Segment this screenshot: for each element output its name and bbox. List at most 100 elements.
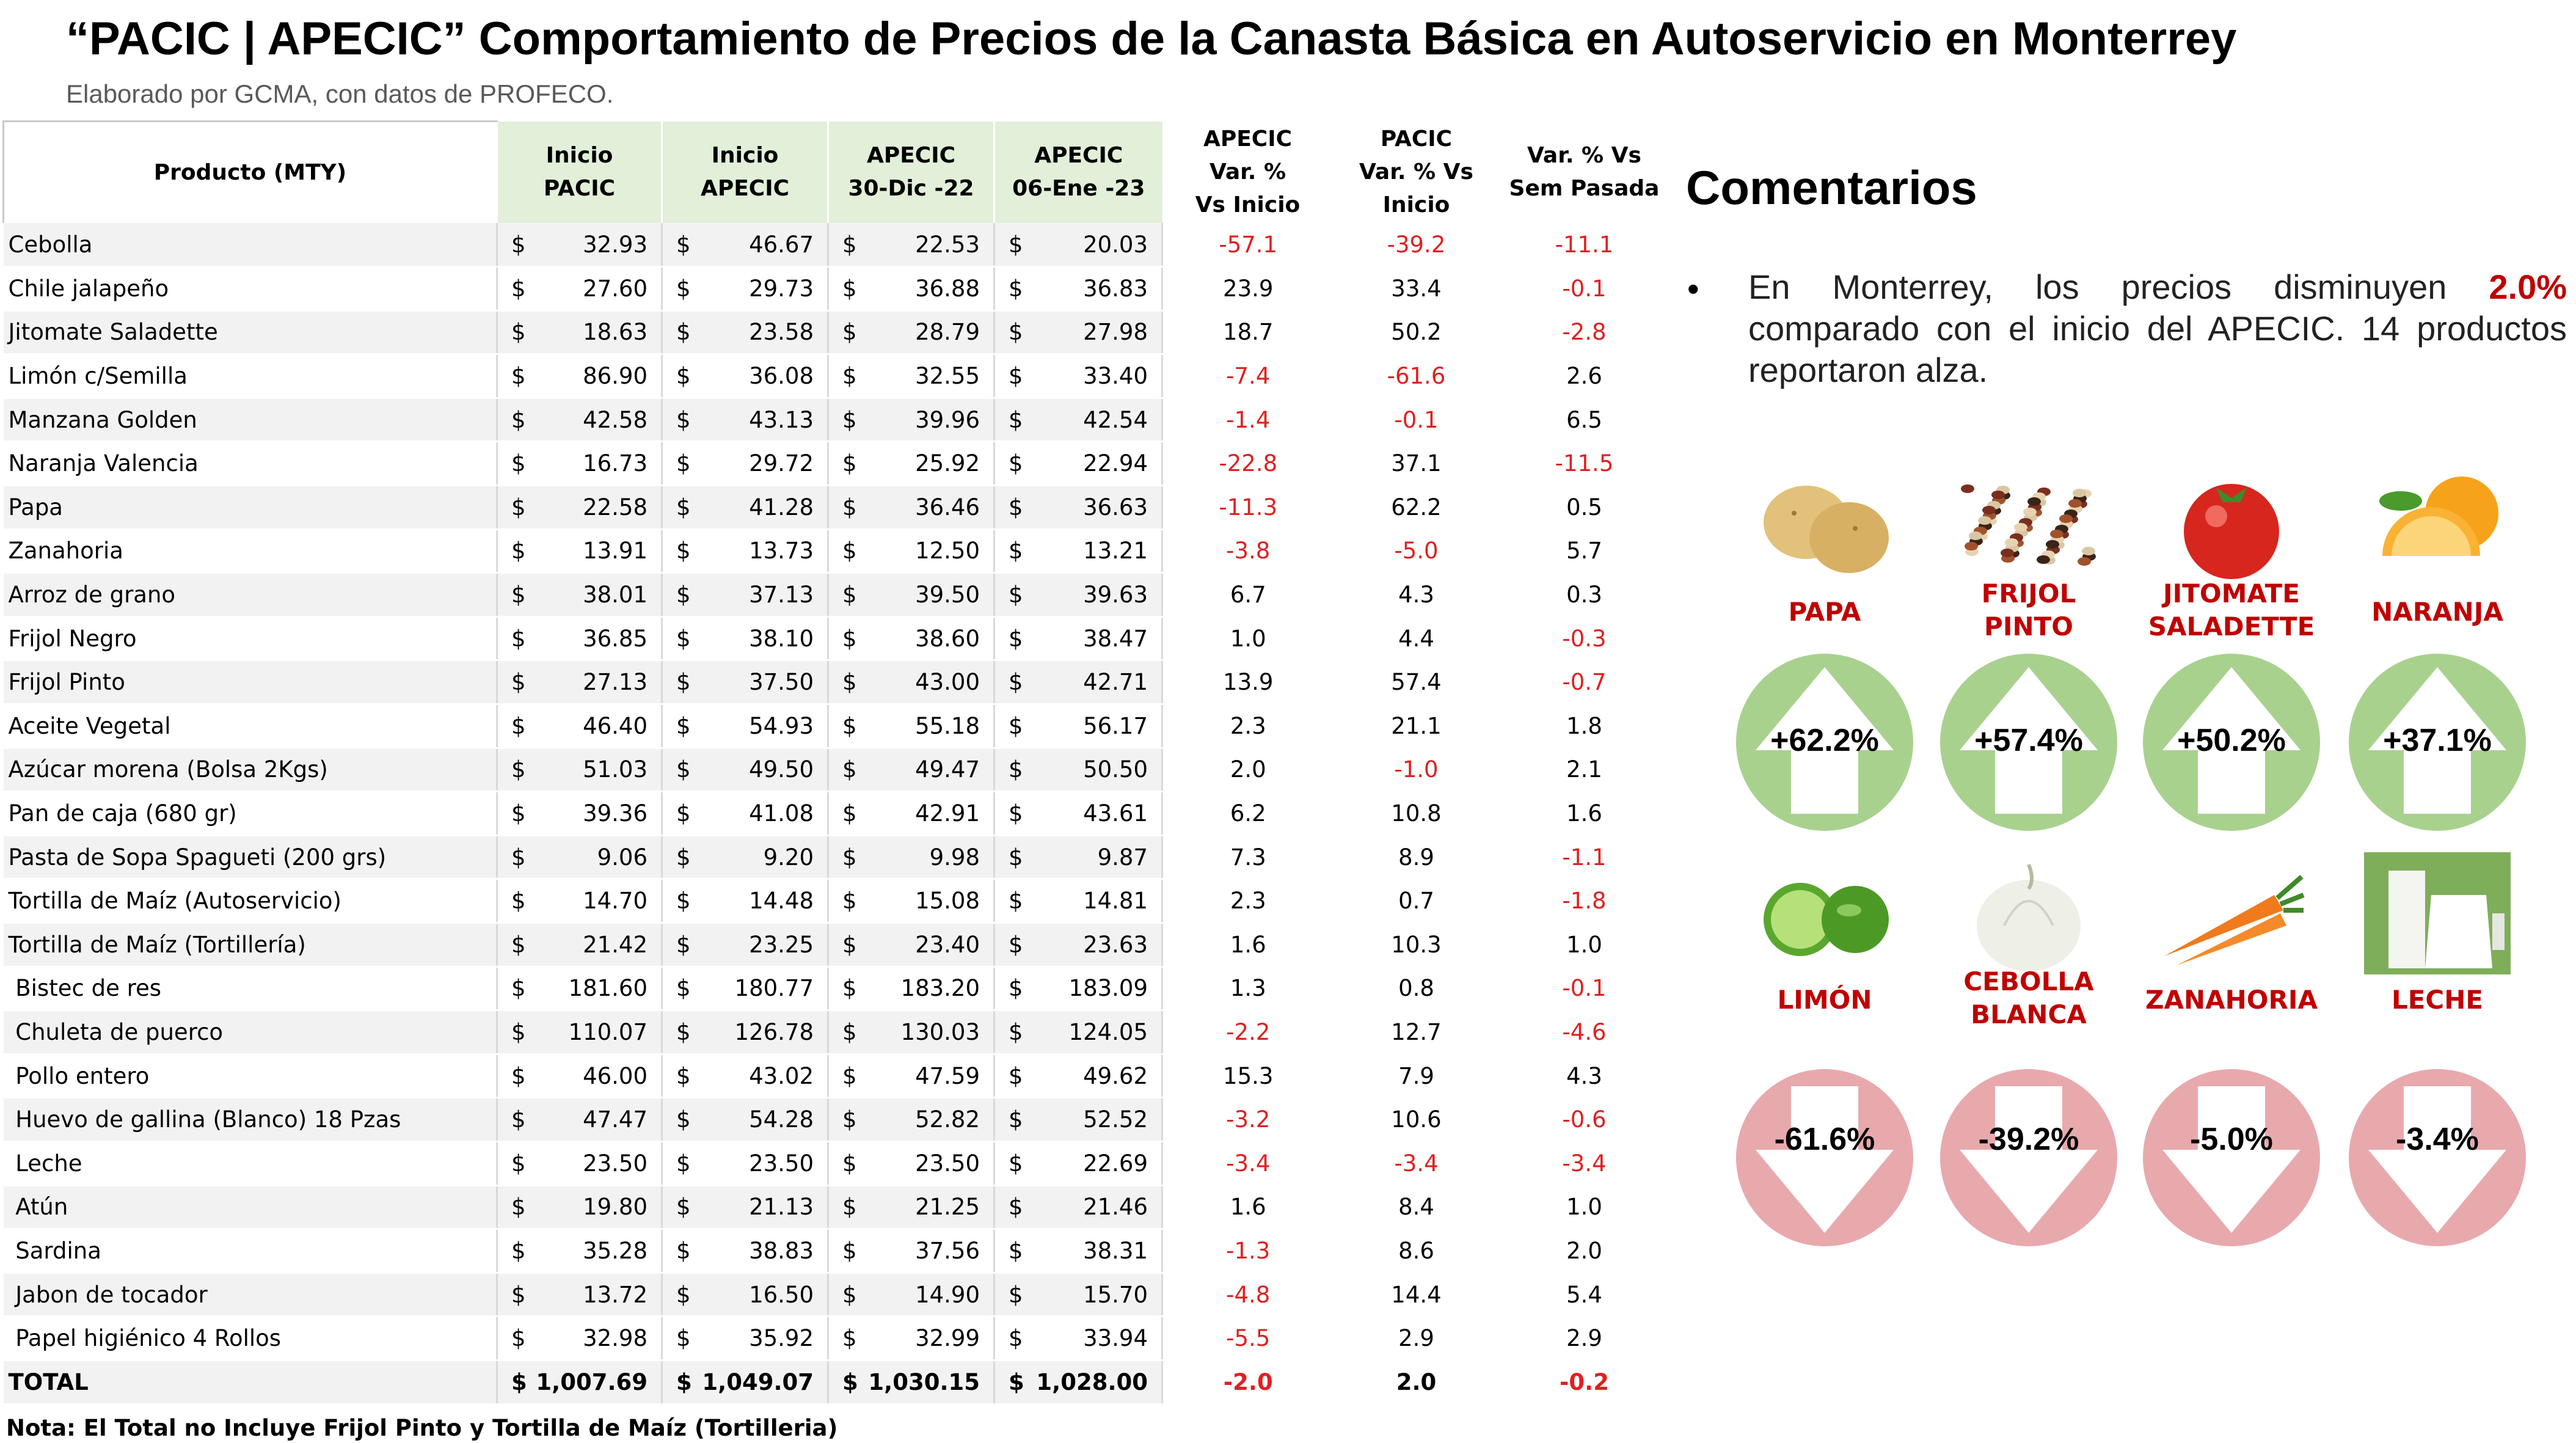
variation-var-pacic: 7.9 [1333,1054,1500,1099]
variation-var-apecic: -3.2 [1162,1097,1334,1142]
price-value: 22.94 [1083,450,1148,477]
decrease-card: LECHE -3.4% [2330,852,2544,1246]
currency-symbol: $ [842,1062,857,1089]
table-row: Atún $19.80 $21.13 $21.25 $21.46 1.6 8.4 1.0 [3,1185,1669,1230]
price-apecic-dic: $32.55 [828,354,995,399]
price-inicio-pacic: $38.01 [497,572,663,618]
variation-var-apecic: 1.6 [1162,1185,1334,1230]
table-row: Aceite Vegetal $46.40 $54.93 $55.18 $56.17 2.… [3,704,1669,749]
price-inicio-apecic: $9.20 [662,835,829,880]
price-value: 27.98 [1083,319,1148,346]
price-inicio-apecic: $46.67 [662,223,829,268]
currency-symbol: $ [511,1325,526,1352]
price-inicio-apecic: $54.93 [662,704,829,749]
variation-var-apecic: 6.2 [1162,791,1334,836]
variation-var-sem: 2.0 [1499,1229,1669,1274]
price-inicio-pacic: $47.47 [497,1097,663,1142]
currency-symbol: $ [511,669,526,696]
price-value: 18.63 [583,319,648,346]
variation-var-sem: -0.7 [1499,660,1669,706]
price-inicio-pacic: $32.93 [497,223,663,268]
variation-var-sem: 1.0 [1499,1185,1669,1230]
currency-symbol: $ [1009,319,1023,346]
price-apecic-ene: $14.81 [994,879,1163,924]
product-label: ZANAHORIA [2145,985,2318,1015]
currency-symbol: $ [1009,931,1023,958]
price-value: 22.69 [1083,1150,1148,1177]
product-name: Jitomate Saladette [3,310,498,356]
variation-var-pacic: 10.8 [1333,791,1500,836]
table-row: Chile jalapeño $27.60 $29.73 $36.88 $36.83 23… [3,266,1669,312]
variation-var-apecic: 23.9 [1162,266,1334,312]
price-apecic-ene: $21.46 [994,1185,1163,1230]
percent-change: -61.6% [1774,1122,1875,1157]
price-apecic-ene: $39.63 [994,572,1163,618]
currency-symbol: $ [1009,1062,1023,1089]
variation-var-pacic: -5.0 [1333,529,1500,574]
price-apecic-ene: $50.50 [994,748,1163,793]
currency-symbol: $ [842,756,857,783]
currency-symbol: $ [676,625,691,652]
price-inicio-apecic: $49.50 [662,748,829,793]
variation-var-pacic: -0.1 [1333,398,1500,443]
variation-var-sem: 1.6 [1499,791,1669,836]
price-value: 110.07 [568,1018,648,1045]
currency-symbol: $ [1009,756,1023,783]
currency-symbol: $ [1009,494,1023,521]
variation-var-pacic: 8.4 [1333,1185,1500,1230]
price-value: 42.58 [583,406,648,433]
currency-symbol: $ [842,363,857,390]
header-inicio-apecic: Inicio APECIC [661,121,828,223]
variation-var-apecic: 7.3 [1162,835,1334,880]
price-value: 13.21 [1083,538,1148,564]
variation-var-apecic: 6.7 [1162,572,1334,618]
increase-card: FRIJOL PINTO +57.4% [1922,464,2136,843]
price-value: 39.96 [915,406,980,433]
variation-var-sem: -11.1 [1499,223,1669,268]
price-value: 29.73 [749,275,814,302]
product-name: Arroz de grano [3,572,498,618]
price-value: 1,030.15 [868,1368,980,1395]
variation-var-apecic: -4.8 [1162,1273,1334,1318]
price-value: 21.46 [1083,1194,1148,1221]
currency-symbol: $ [1009,800,1023,827]
header-product: Producto (MTY) [2,120,497,223]
currency-symbol: $ [1009,1368,1024,1395]
currency-symbol: $ [676,712,691,739]
header-apecic-dic: APECIC 30-Dic -22 [827,121,994,223]
milk-icon [2364,852,2511,974]
arrow-down-icon [1940,1069,2117,1246]
product-name: Sardina [3,1229,498,1274]
currency-symbol: $ [676,450,691,477]
price-value: 16.50 [749,1281,814,1308]
variation-var-sem: 2.1 [1499,748,1669,793]
highlight-value: 2.0% [2489,268,2567,306]
price-apecic-ene: $42.54 [994,398,1163,443]
currency-symbol: $ [511,406,526,433]
currency-symbol: $ [1009,975,1023,1002]
variation-var-pacic: 57.4 [1333,660,1500,706]
increase-card: NARANJA +37.1% [2330,464,2544,843]
beans-icon [1961,484,2096,566]
currency-symbol: $ [1009,888,1023,915]
page-title: “PACIC | APECIC” Comportamiento de Preci… [66,13,2237,65]
currency-symbol: $ [842,406,857,433]
currency-symbol: $ [842,844,857,871]
price-apecic-dic: $49.47 [828,748,995,793]
price-apecic-dic: $32.99 [828,1316,995,1361]
table-row: Cebolla $32.93 $46.67 $22.53 $20.03 -57.1 -39.… [3,223,1669,268]
price-inicio-apecic: $36.08 [662,354,829,399]
product-name: Aceite Vegetal [3,704,498,749]
variation-var-pacic: -1.0 [1333,748,1500,793]
price-value: 86.90 [583,363,648,390]
product-name: Chuleta de puerco [3,1010,498,1055]
decrease-card: ZANAHORIA -5.0% [2125,852,2338,1246]
price-value: 16.73 [583,450,648,477]
price-value: 38.83 [749,1237,814,1264]
product-name: Manzana Golden [3,398,498,443]
price-apecic-dic: $130.03 [828,1010,995,1055]
currency-symbol: $ [511,844,526,871]
price-value: 52.52 [1083,1106,1148,1133]
price-value: 1,007.69 [536,1368,648,1395]
variation-var-pacic: 8.6 [1333,1229,1500,1274]
